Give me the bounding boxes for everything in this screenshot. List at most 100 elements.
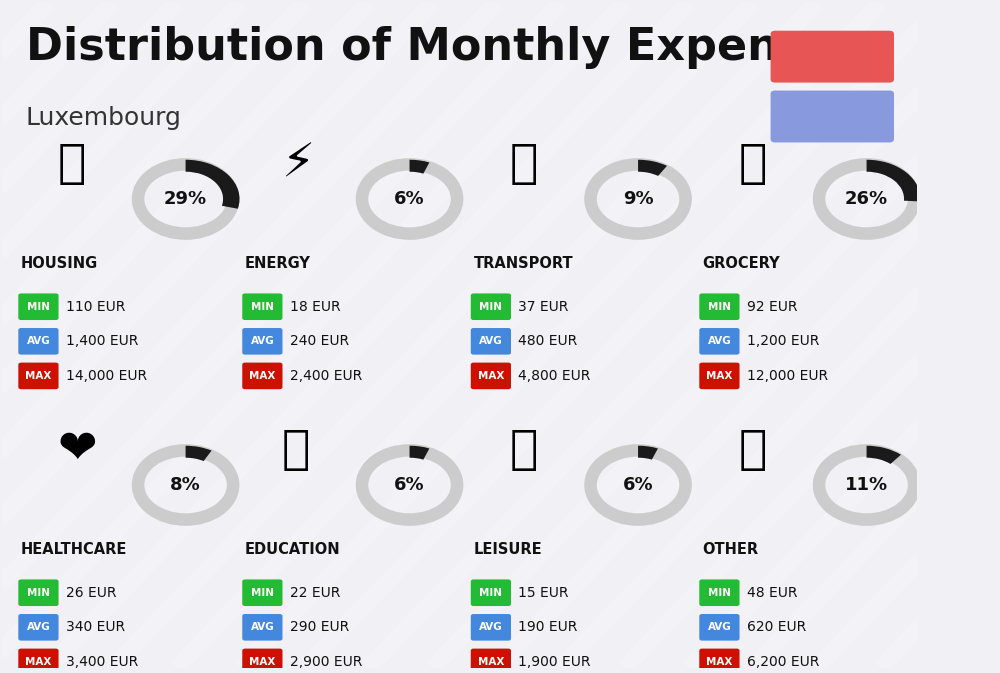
- Wedge shape: [638, 160, 667, 176]
- FancyBboxPatch shape: [699, 328, 740, 355]
- Text: AVG: AVG: [250, 623, 274, 633]
- Text: HOUSING: HOUSING: [21, 256, 98, 271]
- FancyBboxPatch shape: [18, 328, 59, 355]
- Wedge shape: [410, 160, 429, 174]
- Text: 9%: 9%: [623, 190, 653, 208]
- Text: 6%: 6%: [623, 476, 653, 494]
- Text: MAX: MAX: [249, 371, 276, 381]
- Text: MAX: MAX: [478, 657, 504, 667]
- Wedge shape: [867, 446, 901, 464]
- Text: MAX: MAX: [25, 371, 52, 381]
- Text: 🚌: 🚌: [510, 143, 538, 188]
- Text: 🛍️: 🛍️: [510, 429, 538, 473]
- Text: 29%: 29%: [164, 190, 207, 208]
- Text: MAX: MAX: [25, 657, 52, 667]
- Text: MIN: MIN: [479, 588, 502, 598]
- Text: EDUCATION: EDUCATION: [245, 542, 341, 557]
- Text: ⚡: ⚡: [282, 143, 315, 188]
- Text: 480 EUR: 480 EUR: [518, 334, 578, 349]
- Text: AVG: AVG: [479, 623, 503, 633]
- Text: ENERGY: ENERGY: [245, 256, 311, 271]
- Text: 18 EUR: 18 EUR: [290, 299, 340, 314]
- FancyBboxPatch shape: [18, 579, 59, 606]
- FancyBboxPatch shape: [18, 649, 59, 673]
- Text: 🏢: 🏢: [58, 143, 86, 188]
- Text: MIN: MIN: [708, 588, 731, 598]
- Text: MIN: MIN: [479, 302, 502, 312]
- FancyBboxPatch shape: [699, 363, 740, 389]
- Text: 620 EUR: 620 EUR: [747, 621, 806, 635]
- Text: 26 EUR: 26 EUR: [66, 586, 116, 600]
- Text: 4,800 EUR: 4,800 EUR: [518, 369, 591, 383]
- FancyBboxPatch shape: [699, 649, 740, 673]
- Text: 37 EUR: 37 EUR: [518, 299, 569, 314]
- Text: OTHER: OTHER: [702, 542, 758, 557]
- Text: AVG: AVG: [27, 623, 50, 633]
- Text: AVG: AVG: [708, 336, 731, 347]
- Text: Luxembourg: Luxembourg: [26, 106, 182, 130]
- Text: MIN: MIN: [251, 588, 274, 598]
- FancyBboxPatch shape: [699, 579, 740, 606]
- Text: MAX: MAX: [706, 657, 733, 667]
- Text: 3,400 EUR: 3,400 EUR: [66, 655, 138, 669]
- Text: 11%: 11%: [845, 476, 888, 494]
- Wedge shape: [186, 446, 212, 461]
- FancyBboxPatch shape: [471, 363, 511, 389]
- Text: 6%: 6%: [394, 190, 425, 208]
- Text: 6%: 6%: [394, 476, 425, 494]
- Text: Distribution of Monthly Expenses: Distribution of Monthly Expenses: [26, 26, 862, 69]
- FancyBboxPatch shape: [471, 328, 511, 355]
- Text: MIN: MIN: [708, 302, 731, 312]
- Text: GROCERY: GROCERY: [702, 256, 780, 271]
- Text: MIN: MIN: [27, 588, 50, 598]
- Text: AVG: AVG: [27, 336, 50, 347]
- Text: 26%: 26%: [845, 190, 888, 208]
- FancyBboxPatch shape: [18, 363, 59, 389]
- FancyBboxPatch shape: [471, 614, 511, 641]
- Text: 110 EUR: 110 EUR: [66, 299, 125, 314]
- Text: 8%: 8%: [170, 476, 201, 494]
- Wedge shape: [410, 446, 429, 460]
- Text: MIN: MIN: [27, 302, 50, 312]
- Wedge shape: [867, 160, 921, 201]
- Text: 🛒: 🛒: [739, 143, 767, 188]
- Text: MAX: MAX: [706, 371, 733, 381]
- FancyBboxPatch shape: [242, 328, 282, 355]
- Text: 👜: 👜: [739, 429, 767, 473]
- Text: MAX: MAX: [478, 371, 504, 381]
- Text: 240 EUR: 240 EUR: [290, 334, 349, 349]
- Text: 2,900 EUR: 2,900 EUR: [290, 655, 362, 669]
- Text: 14,000 EUR: 14,000 EUR: [66, 369, 147, 383]
- Text: 92 EUR: 92 EUR: [747, 299, 797, 314]
- Text: ❤️: ❤️: [58, 429, 97, 473]
- FancyBboxPatch shape: [471, 293, 511, 320]
- Text: 🎓: 🎓: [282, 429, 310, 473]
- Text: AVG: AVG: [708, 623, 731, 633]
- Text: 290 EUR: 290 EUR: [290, 621, 349, 635]
- Wedge shape: [186, 160, 240, 209]
- Text: 15 EUR: 15 EUR: [518, 586, 569, 600]
- FancyBboxPatch shape: [18, 614, 59, 641]
- Text: 6,200 EUR: 6,200 EUR: [747, 655, 819, 669]
- FancyBboxPatch shape: [471, 579, 511, 606]
- Text: MAX: MAX: [249, 657, 276, 667]
- Text: 1,400 EUR: 1,400 EUR: [66, 334, 138, 349]
- Text: 1,200 EUR: 1,200 EUR: [747, 334, 819, 349]
- FancyBboxPatch shape: [699, 614, 740, 641]
- FancyBboxPatch shape: [18, 293, 59, 320]
- Text: TRANSPORT: TRANSPORT: [474, 256, 573, 271]
- Text: LEISURE: LEISURE: [474, 542, 542, 557]
- FancyBboxPatch shape: [242, 579, 282, 606]
- FancyBboxPatch shape: [242, 363, 282, 389]
- FancyBboxPatch shape: [471, 649, 511, 673]
- FancyBboxPatch shape: [242, 293, 282, 320]
- Text: AVG: AVG: [250, 336, 274, 347]
- Text: 2,400 EUR: 2,400 EUR: [290, 369, 362, 383]
- Text: MIN: MIN: [251, 302, 274, 312]
- Wedge shape: [638, 446, 658, 460]
- Text: 22 EUR: 22 EUR: [290, 586, 340, 600]
- FancyBboxPatch shape: [242, 614, 282, 641]
- Text: AVG: AVG: [479, 336, 503, 347]
- Text: 48 EUR: 48 EUR: [747, 586, 797, 600]
- Text: 190 EUR: 190 EUR: [518, 621, 578, 635]
